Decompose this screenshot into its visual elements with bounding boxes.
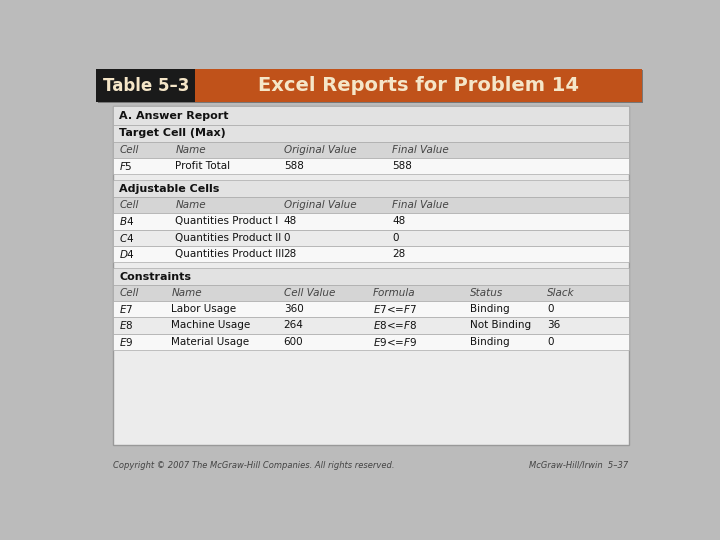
Text: Status: Status: [469, 288, 503, 298]
Bar: [113, 230, 629, 246]
Text: Constraints: Constraints: [120, 272, 192, 281]
Text: Name: Name: [175, 200, 206, 210]
Bar: [195, 70, 642, 102]
Bar: [113, 318, 629, 334]
Text: Excel Reports for Problem 14: Excel Reports for Problem 14: [258, 76, 579, 95]
Bar: [113, 106, 629, 445]
Text: Material Usage: Material Usage: [171, 336, 250, 347]
Text: Adjustable Cells: Adjustable Cells: [120, 184, 220, 194]
Text: $E$9: $E$9: [120, 336, 134, 348]
Bar: [96, 70, 195, 102]
Text: Original Value: Original Value: [284, 200, 356, 210]
Text: 28: 28: [392, 249, 405, 259]
Bar: [98, 70, 644, 103]
Text: Final Value: Final Value: [392, 200, 449, 210]
Bar: [113, 125, 629, 142]
Bar: [113, 213, 629, 230]
Text: 0: 0: [284, 233, 290, 242]
Text: Machine Usage: Machine Usage: [171, 320, 251, 330]
Text: Binding: Binding: [469, 304, 509, 314]
Text: $B$4: $B$4: [120, 215, 135, 227]
Bar: [113, 301, 629, 318]
Text: Formula: Formula: [373, 288, 415, 298]
Text: 360: 360: [284, 304, 304, 314]
Text: $E$9<=$F$9: $E$9<=$F$9: [373, 336, 418, 348]
Text: 588: 588: [392, 161, 412, 171]
Bar: [113, 197, 629, 213]
Text: 600: 600: [284, 336, 303, 347]
Text: $F$5: $F$5: [120, 160, 133, 172]
Text: $E$7: $E$7: [120, 303, 134, 315]
Text: McGraw-Hill/Irwin  5–37: McGraw-Hill/Irwin 5–37: [529, 461, 629, 470]
Bar: [113, 158, 629, 174]
Text: 28: 28: [284, 249, 297, 259]
Text: $E$7<=$F$7: $E$7<=$F$7: [373, 303, 417, 315]
Bar: [113, 246, 629, 262]
Text: Not Binding: Not Binding: [469, 320, 531, 330]
Text: Cell: Cell: [120, 200, 139, 210]
Bar: [113, 268, 629, 285]
Text: Quantities Product II: Quantities Product II: [175, 233, 282, 242]
Text: $E$8: $E$8: [120, 320, 134, 332]
Text: 48: 48: [392, 217, 405, 226]
Text: Cell: Cell: [120, 145, 139, 155]
Text: $C$4: $C$4: [120, 232, 135, 244]
Text: Cell: Cell: [120, 288, 139, 298]
Text: 588: 588: [284, 161, 304, 171]
Bar: [113, 180, 629, 197]
Text: Quantities Product III: Quantities Product III: [175, 249, 284, 259]
Bar: [113, 334, 629, 350]
Bar: [113, 106, 629, 125]
Text: Original Value: Original Value: [284, 145, 356, 155]
Text: Name: Name: [175, 145, 206, 155]
Text: A. Answer Report: A. Answer Report: [120, 111, 229, 120]
Text: Final Value: Final Value: [392, 145, 449, 155]
Text: Binding: Binding: [469, 336, 509, 347]
Text: 0: 0: [392, 233, 399, 242]
Text: Profit Total: Profit Total: [175, 161, 230, 171]
Text: $E$8<=$F$8: $E$8<=$F$8: [373, 320, 418, 332]
Text: Target Cell (Max): Target Cell (Max): [120, 129, 226, 138]
Text: $D$4: $D$4: [120, 248, 135, 260]
Text: 0: 0: [547, 336, 554, 347]
Text: Table 5–3: Table 5–3: [103, 77, 189, 94]
Bar: [113, 142, 629, 158]
Text: 48: 48: [284, 217, 297, 226]
Text: 36: 36: [547, 320, 560, 330]
Text: Labor Usage: Labor Usage: [171, 304, 236, 314]
Text: 0: 0: [547, 304, 554, 314]
Text: Quantities Product I: Quantities Product I: [175, 217, 279, 226]
Text: Slack: Slack: [547, 288, 575, 298]
Text: Cell Value: Cell Value: [284, 288, 335, 298]
Text: Copyright © 2007 The McGraw-Hill Companies. All rights reserved.: Copyright © 2007 The McGraw-Hill Compani…: [113, 461, 395, 470]
Text: Name: Name: [171, 288, 202, 298]
Text: 264: 264: [284, 320, 304, 330]
Bar: [113, 285, 629, 301]
